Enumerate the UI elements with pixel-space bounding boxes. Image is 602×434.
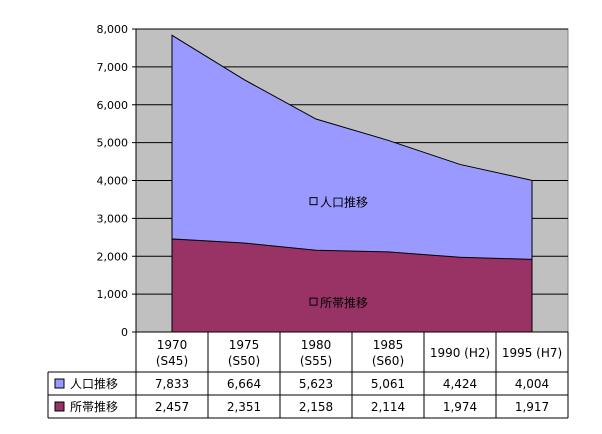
x-category-year: 1995 (H7) [502, 346, 562, 360]
legend-key-swatch [54, 378, 65, 389]
data-value-label: 2,114 [371, 400, 405, 414]
in-plot-marker [309, 197, 318, 206]
y-tick-label: 0 [121, 326, 128, 339]
in-plot-marker [309, 297, 318, 306]
legend-key-label: 所帯推移 [70, 400, 118, 414]
area-series-2 [171, 238, 533, 333]
x-category-label: 1980 (S55) [300, 338, 332, 368]
data-value-label: 2,457 [155, 400, 189, 414]
data-value-label: 4,424 [443, 377, 477, 391]
x-category-label: 1995 (H7) [502, 346, 562, 360]
x-category-era: (S55) [300, 354, 332, 368]
data-value-label: 2,351 [227, 400, 261, 414]
data-value-label: 5,623 [299, 377, 333, 391]
table-row: 人口推移 7,833 6,664 5,623 5,061 4,424 4,004 [54, 377, 549, 391]
x-category-era: (S60) [372, 354, 404, 368]
data-value-label: 7,833 [155, 377, 189, 391]
y-tick-label: 4,000 [97, 175, 129, 188]
x-category-era: (S45) [156, 354, 188, 368]
in-plot-label-1: 人口推移 [309, 196, 368, 210]
x-category-era: (S50) [228, 354, 260, 368]
x-category-label: 1990 (H2) [430, 346, 490, 360]
y-tick-label: 6,000 [97, 99, 129, 112]
y-tick-label: 2,000 [97, 250, 129, 263]
y-tick-label: 7,000 [97, 61, 129, 74]
x-category-year: 1985 [373, 338, 404, 352]
y-tick-label: 1,000 [97, 288, 129, 301]
data-value-label: 2,158 [299, 400, 333, 414]
data-value-label: 4,004 [515, 377, 549, 391]
in-plot-text: 所帯推移 [320, 296, 368, 310]
x-category-label: 1970 (S45) [156, 338, 188, 368]
x-category-label: 1975 (S50) [228, 338, 260, 368]
data-value-label: 1,974 [443, 400, 477, 414]
legend-key-swatch [54, 401, 65, 412]
data-value-label: 5,061 [371, 377, 405, 391]
y-tick-label: 8,000 [97, 23, 129, 36]
x-category-year: 1975 [229, 338, 260, 352]
x-category-year: 1980 [301, 338, 332, 352]
y-tick-label: 3,000 [97, 212, 129, 225]
y-axis: 0 1,000 2,000 3,000 4,000 5,000 6,000 7,000 8,00… [97, 23, 137, 339]
data-value-label: 6,664 [227, 377, 261, 391]
y-tick-label: 5,000 [97, 137, 129, 150]
x-category-year: 1990 (H2) [430, 346, 490, 360]
x-category-label: 1985 (S60) [372, 338, 404, 368]
data-value-label: 1,917 [515, 400, 549, 414]
data-table: 1970 (S45) 1975 (S50) 1980 (S55) 1985 (S60) 1990… [47, 331, 569, 419]
x-category-year: 1970 [157, 338, 188, 352]
area-series-group [171, 34, 533, 333]
in-plot-text: 人口推移 [320, 196, 368, 210]
table-row: 所帯推移 2,457 2,351 2,158 2,114 1,974 1,917 [54, 400, 549, 414]
in-plot-label-2: 所帯推移 [309, 296, 368, 310]
legend-key-label: 人口推移 [70, 377, 118, 391]
